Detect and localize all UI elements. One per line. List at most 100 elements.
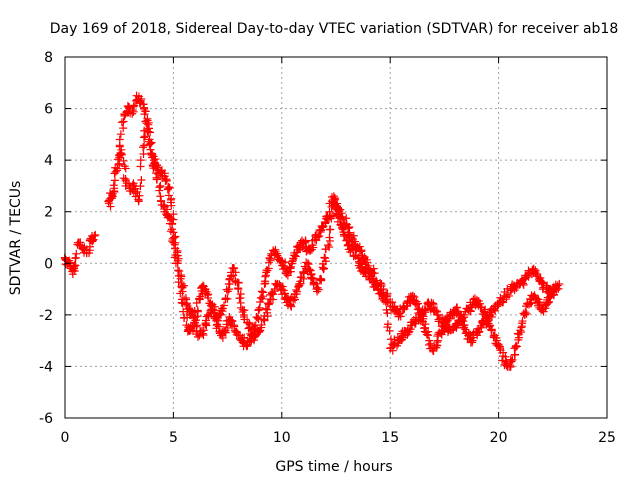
data-point-fill [167, 214, 176, 223]
data-point-fill [137, 176, 146, 185]
data-point-fill [168, 220, 177, 229]
data-point-fill [263, 266, 272, 275]
data-point-fill [171, 244, 180, 253]
data-point-fill [88, 236, 97, 245]
data-point [139, 143, 148, 152]
data-point-fill [245, 320, 254, 329]
data-point-fill [477, 318, 486, 327]
data-point-fill [196, 295, 205, 304]
data-point [329, 197, 338, 206]
data-point-fill [243, 341, 252, 350]
data-point-fill [522, 309, 531, 318]
data-point-fill [252, 313, 261, 322]
data-point-fill [460, 313, 469, 322]
data-point-fill [369, 275, 378, 284]
data-point-fill [320, 253, 329, 262]
data-point-fill [89, 235, 98, 244]
data-point-fill [259, 288, 268, 297]
data-point-fill [383, 309, 392, 318]
data-point [325, 207, 334, 216]
data-point-fill [304, 260, 313, 269]
data-point [485, 321, 494, 330]
data-point-fill [110, 176, 119, 185]
data-point-fill [319, 264, 328, 273]
data-point-fill [319, 222, 328, 231]
chart-title: Day 169 of 2018, Sidereal Day-to-day VTE… [50, 21, 619, 37]
data-point-fill [278, 282, 287, 291]
data-point-fill [71, 254, 80, 263]
data-point-fill [223, 294, 232, 303]
data-point-fill [498, 356, 507, 365]
data-point-fill [170, 233, 179, 242]
data-point-fill [318, 263, 327, 272]
data-point-fill [301, 238, 310, 247]
data-point-fill [270, 287, 279, 296]
y-tick-label: -2 [39, 308, 53, 324]
data-point-fill [518, 279, 527, 288]
data-point-fill [431, 306, 440, 315]
data-point-fill [338, 225, 347, 234]
data-point-fill [493, 299, 502, 308]
data-point-fill [204, 293, 213, 302]
data-point-fill [233, 284, 242, 293]
data-point-fill [521, 308, 530, 317]
data-point-fill [117, 150, 126, 159]
data-point-fill [193, 306, 202, 315]
data-point [169, 238, 178, 247]
data-point-fill [90, 231, 99, 240]
data-point-fill [385, 326, 394, 335]
data-point [134, 197, 143, 206]
data-point-fill [487, 325, 496, 334]
data-point-fill [235, 294, 244, 303]
data-point-fill [422, 330, 431, 339]
data-point-fill [361, 264, 370, 273]
data-point-fill [403, 299, 412, 308]
data-point-fill [323, 241, 332, 250]
data-point-fill [113, 155, 122, 164]
data-point [199, 326, 208, 335]
data-point-fill [299, 268, 308, 277]
data-point-fill [168, 237, 177, 246]
data-point-fill [141, 132, 150, 141]
data-point-fill [167, 201, 176, 210]
data-point-fill [110, 184, 119, 193]
data-point [550, 285, 559, 294]
data-point-fill [504, 291, 513, 300]
data-point-fill [174, 278, 183, 287]
data-point-fill [491, 306, 500, 315]
data-point-fill [325, 225, 334, 234]
data-point-fill [317, 275, 326, 284]
y-axis-label: SDTVAR / TECUs [8, 181, 24, 296]
data-point-fill [201, 316, 210, 325]
data-point-fill [70, 261, 79, 270]
data-point-fill [72, 249, 81, 258]
data-point [555, 279, 564, 288]
x-tick-label: 0 [61, 430, 70, 446]
data-point-fill [257, 287, 266, 296]
data-point-fill [153, 175, 162, 184]
data-point-fill [166, 227, 175, 236]
data-point-fill [236, 298, 245, 307]
data-point-fill [518, 317, 527, 326]
data-point [433, 310, 442, 319]
data-point-fill [219, 301, 228, 310]
data-point-fill [271, 247, 280, 256]
data-point-fill [312, 279, 321, 288]
data-point-fill [137, 94, 146, 103]
data-point-fill [414, 315, 423, 324]
x-tick-label: 10 [273, 430, 291, 446]
data-point-fill [128, 106, 137, 115]
data-point-fill [173, 266, 182, 275]
y-tick-label: 0 [44, 256, 53, 272]
data-point-fill [253, 313, 262, 322]
axis-ticks: 0 5 10 15 20 25 -6 -4 -2 0 2 4 6 8 [39, 50, 616, 446]
data-point-fill [291, 252, 300, 261]
x-tick-label: 25 [598, 430, 616, 446]
data-point-fill [408, 291, 417, 300]
data-point-fill [357, 246, 366, 255]
data-point-fill [460, 320, 469, 329]
data-point-fill [178, 299, 187, 308]
data-point-fill [261, 304, 270, 313]
data-point-fill [257, 323, 266, 332]
data-point-fill [145, 124, 154, 133]
